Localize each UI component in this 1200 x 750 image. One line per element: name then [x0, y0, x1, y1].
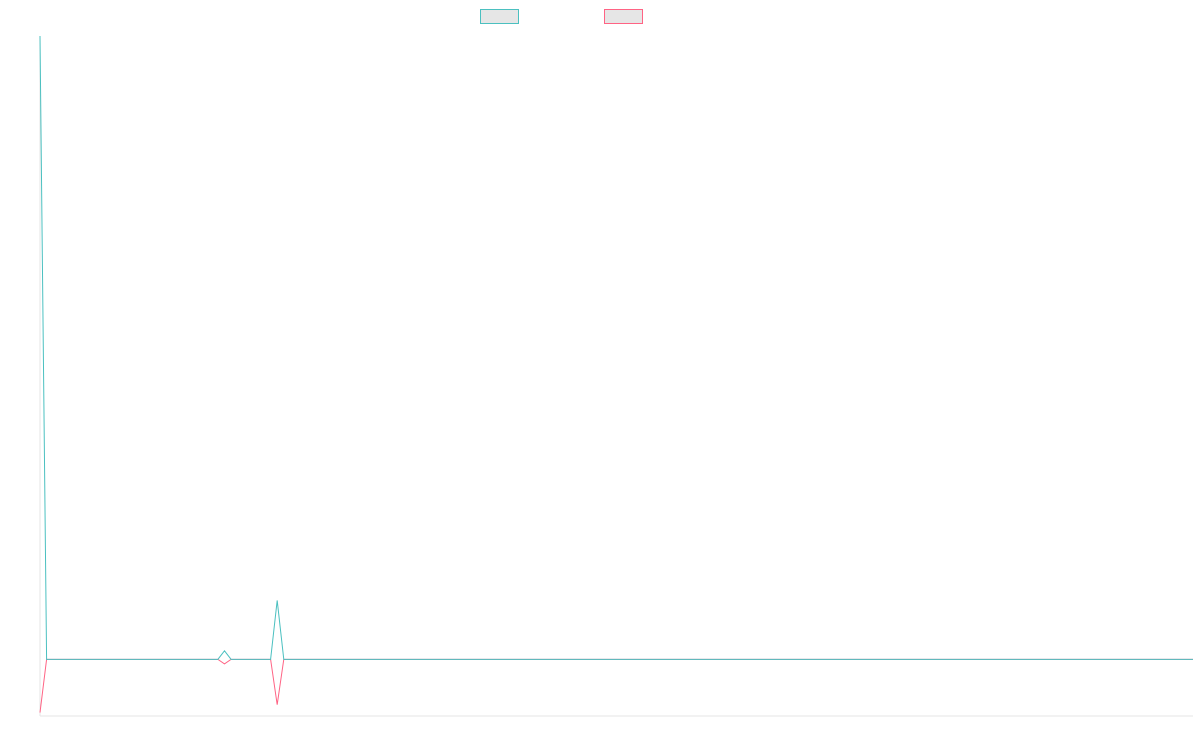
- legend-item-series-1[interactable]: [480, 9, 529, 27]
- legend-item-series-2[interactable]: [604, 9, 653, 27]
- legend-swatch-series-2: [604, 9, 643, 24]
- series-line-2[interactable]: [39, 658, 1193, 713]
- legend-swatch-series-1: [480, 9, 519, 24]
- series-line-1[interactable]: [39, 35, 1193, 660]
- series-layer: [39, 35, 1193, 713]
- chart-legend: [0, 9, 1200, 27]
